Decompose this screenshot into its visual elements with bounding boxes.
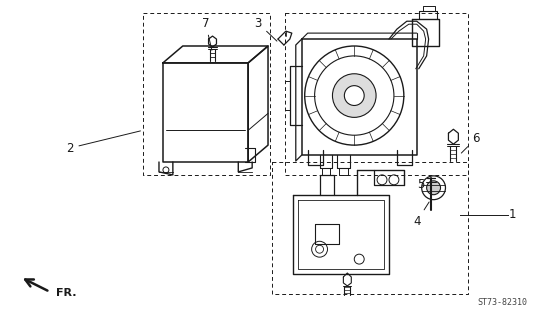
Text: FR.: FR. bbox=[56, 288, 76, 298]
Circle shape bbox=[305, 46, 404, 145]
Circle shape bbox=[354, 254, 364, 264]
Text: 4: 4 bbox=[413, 202, 429, 228]
Text: 1: 1 bbox=[509, 208, 517, 221]
Text: 2: 2 bbox=[66, 131, 140, 155]
Circle shape bbox=[344, 86, 364, 106]
Circle shape bbox=[314, 56, 394, 135]
Circle shape bbox=[422, 176, 446, 200]
Circle shape bbox=[427, 181, 441, 195]
Text: ST73-82310: ST73-82310 bbox=[478, 298, 528, 307]
Text: 7: 7 bbox=[202, 17, 212, 50]
Circle shape bbox=[377, 175, 387, 185]
Text: 3: 3 bbox=[254, 17, 277, 41]
Circle shape bbox=[312, 241, 327, 257]
Circle shape bbox=[332, 74, 376, 117]
Text: 6: 6 bbox=[461, 132, 480, 153]
Circle shape bbox=[389, 175, 399, 185]
Text: 5: 5 bbox=[417, 178, 424, 191]
Circle shape bbox=[163, 167, 169, 173]
Circle shape bbox=[315, 245, 324, 253]
